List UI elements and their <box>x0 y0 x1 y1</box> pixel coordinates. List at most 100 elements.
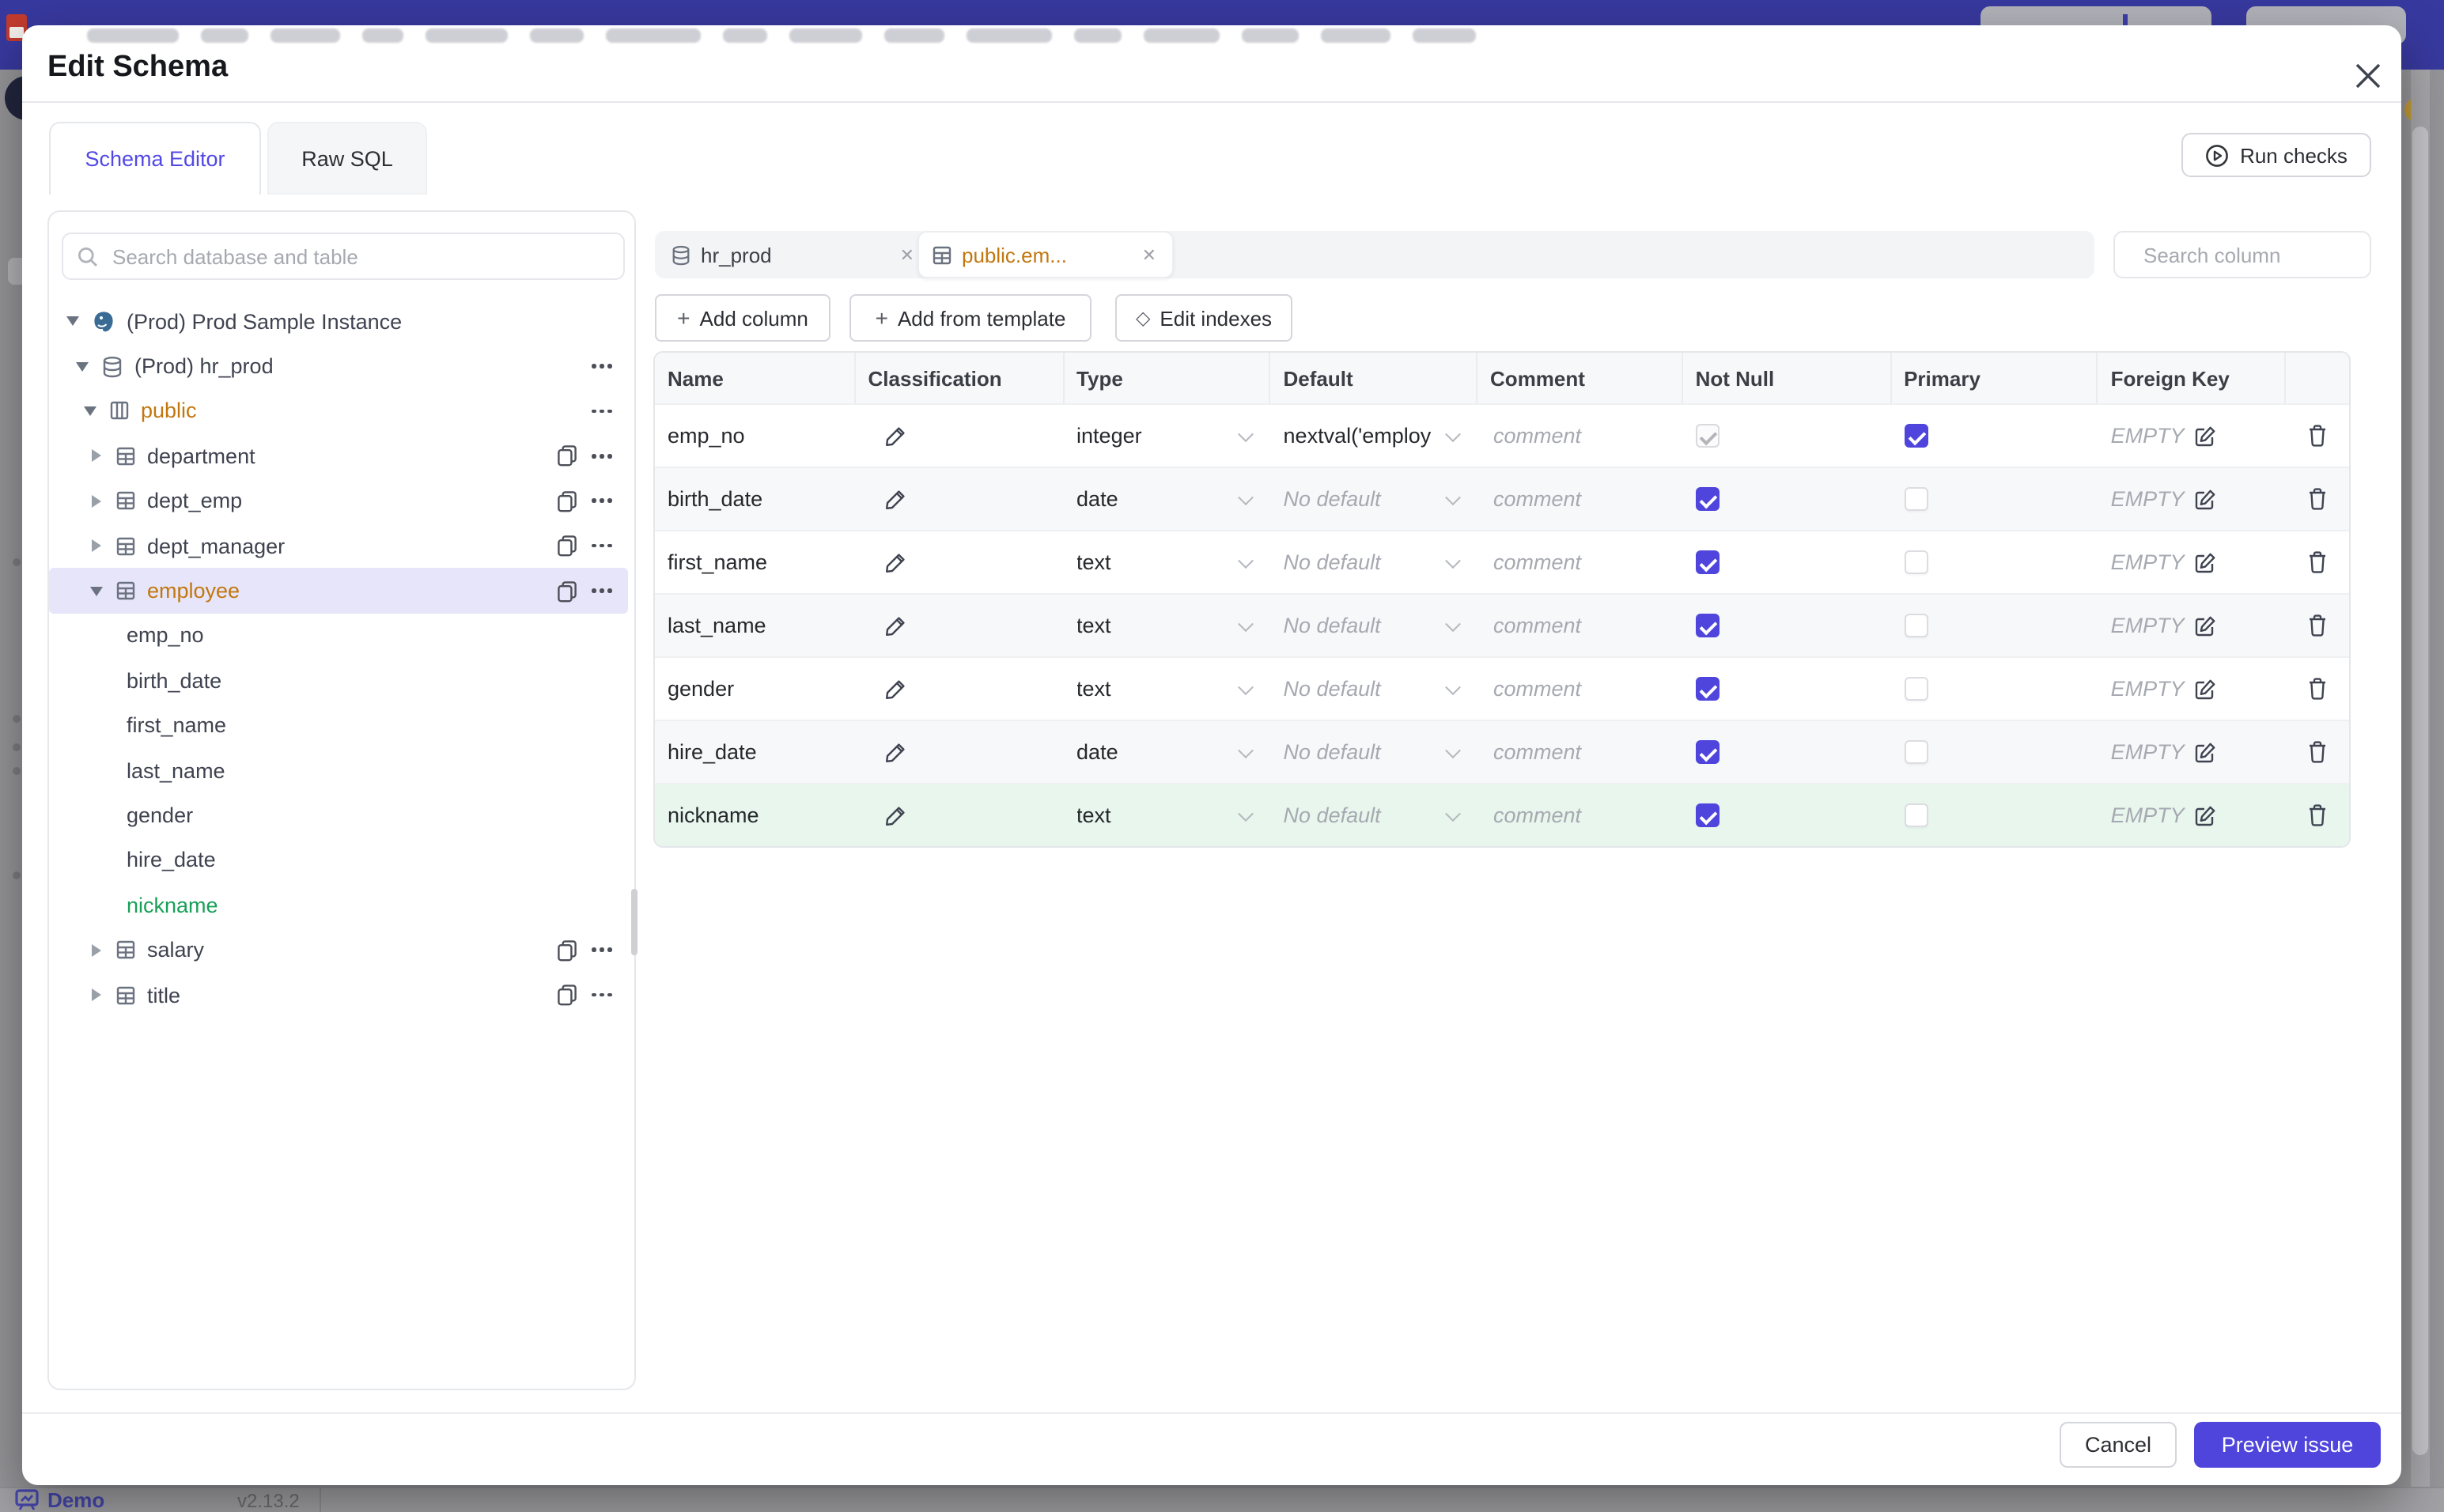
type-select[interactable]: integer <box>1076 424 1271 448</box>
delete-column-icon[interactable] <box>2306 487 2329 511</box>
default-select[interactable]: No default <box>1284 550 1478 574</box>
caret-down-icon[interactable] <box>74 361 90 372</box>
comment-input[interactable] <box>1490 739 1668 765</box>
more-actions-icon[interactable] <box>592 992 612 997</box>
classification-edit-icon[interactable] <box>884 804 906 826</box>
tree-item-column[interactable]: last_name <box>49 748 628 793</box>
caret-down-icon[interactable] <box>65 316 81 327</box>
tree-item-column[interactable]: hire_date <box>49 837 628 883</box>
copy-icon[interactable] <box>557 445 577 467</box>
edit-foreign-key-icon[interactable] <box>2194 614 2216 637</box>
tab-chip-table-active[interactable]: public.em... ✕ <box>917 231 1174 278</box>
not-null-checkbox[interactable] <box>1695 803 1720 827</box>
default-select[interactable]: No default <box>1284 740 1478 764</box>
add-from-template-button[interactable]: + Add from template <box>849 294 1091 342</box>
delete-column-icon[interactable] <box>2306 677 2329 701</box>
edit-foreign-key-icon[interactable] <box>2194 678 2216 700</box>
not-null-checkbox[interactable] <box>1695 740 1720 764</box>
more-actions-icon[interactable] <box>592 947 612 952</box>
caret-right-icon[interactable] <box>89 494 104 508</box>
classification-edit-icon[interactable] <box>884 678 906 700</box>
demo-link[interactable]: Demo <box>47 1488 105 1512</box>
not-null-checkbox[interactable] <box>1695 550 1720 574</box>
more-actions-icon[interactable] <box>592 409 612 414</box>
column-search-box[interactable] <box>2113 231 2401 278</box>
classification-edit-icon[interactable] <box>884 488 906 510</box>
primary-checkbox[interactable] <box>1904 614 1928 637</box>
cancel-button[interactable]: Cancel <box>2060 1422 2177 1468</box>
copy-icon[interactable] <box>557 580 577 602</box>
more-actions-icon[interactable] <box>592 364 612 369</box>
tree-item-table[interactable]: title <box>49 973 628 1018</box>
tab-chip-database[interactable]: hr_prod ✕ <box>655 241 917 268</box>
tree-item-column[interactable]: birth_date <box>49 658 628 703</box>
type-select[interactable]: date <box>1076 487 1271 511</box>
not-null-checkbox[interactable] <box>1695 424 1720 448</box>
tree-item-table[interactable]: dept_manager <box>49 524 628 569</box>
comment-input[interactable] <box>1490 486 1668 512</box>
tree-item-table[interactable]: department <box>49 433 628 478</box>
delete-column-icon[interactable] <box>2306 550 2329 574</box>
not-null-checkbox[interactable] <box>1695 487 1720 511</box>
not-null-checkbox[interactable] <box>1695 614 1720 637</box>
comment-input[interactable] <box>1490 549 1668 576</box>
default-select[interactable]: No default <box>1284 803 1478 827</box>
edit-foreign-key-icon[interactable] <box>2194 551 2216 573</box>
comment-input[interactable] <box>1490 422 1668 449</box>
caret-right-icon[interactable] <box>89 449 104 463</box>
tree-item-column[interactable]: first_name <box>49 703 628 748</box>
primary-checkbox[interactable] <box>1904 424 1928 448</box>
primary-checkbox[interactable] <box>1904 803 1928 827</box>
copy-icon[interactable] <box>557 984 577 1006</box>
type-select[interactable]: text <box>1076 550 1271 574</box>
tree-item-column[interactable]: emp_no <box>49 613 628 658</box>
type-select[interactable]: date <box>1076 740 1271 764</box>
type-select[interactable]: text <box>1076 803 1271 827</box>
copy-icon[interactable] <box>557 939 577 961</box>
delete-column-icon[interactable] <box>2306 740 2329 764</box>
edit-foreign-key-icon[interactable] <box>2194 741 2216 763</box>
classification-edit-icon[interactable] <box>884 741 906 763</box>
tree-item-column-nickname[interactable]: nickname <box>49 883 628 928</box>
primary-checkbox[interactable] <box>1904 740 1928 764</box>
comment-input[interactable] <box>1490 675 1668 702</box>
edit-indexes-button[interactable]: ◇ Edit indexes <box>1115 294 1292 342</box>
tree-item-column[interactable]: gender <box>49 793 628 838</box>
tree-item-table-employee[interactable]: employee <box>49 568 628 614</box>
edit-foreign-key-icon[interactable] <box>2194 488 2216 510</box>
type-select[interactable]: text <box>1076 614 1271 637</box>
delete-column-icon[interactable] <box>2306 424 2329 448</box>
more-actions-icon[interactable] <box>592 454 612 459</box>
edit-foreign-key-icon[interactable] <box>2194 804 2216 826</box>
default-select[interactable]: No default <box>1284 487 1478 511</box>
caret-down-icon[interactable] <box>82 406 98 416</box>
page-scrollbar-handle[interactable] <box>2412 127 2428 1455</box>
default-select[interactable]: No default <box>1284 614 1478 637</box>
tree-item-database[interactable]: (Prod) hr_prod <box>49 344 628 389</box>
tree-item-table[interactable]: salary <box>49 928 628 973</box>
add-column-button[interactable]: + Add column <box>655 294 830 342</box>
more-actions-icon[interactable] <box>592 498 612 504</box>
tab-schema-editor[interactable]: Schema Editor <box>49 122 261 195</box>
more-actions-icon[interactable] <box>592 588 612 593</box>
copy-icon[interactable] <box>557 535 577 557</box>
tree-item-instance[interactable]: (Prod) Prod Sample Instance <box>49 299 628 344</box>
default-select[interactable]: nextval('employ <box>1284 424 1478 448</box>
type-select[interactable]: text <box>1076 677 1271 701</box>
tree-item-table[interactable]: dept_emp <box>49 478 628 524</box>
classification-edit-icon[interactable] <box>884 614 906 637</box>
caret-right-icon[interactable] <box>89 943 104 957</box>
caret-right-icon[interactable] <box>89 539 104 553</box>
primary-checkbox[interactable] <box>1904 677 1928 701</box>
tree-search-box[interactable] <box>62 232 625 280</box>
caret-right-icon[interactable] <box>89 988 104 1002</box>
caret-down-icon[interactable] <box>89 586 104 596</box>
classification-edit-icon[interactable] <box>884 551 906 573</box>
column-search-input[interactable] <box>2140 241 2401 268</box>
comment-input[interactable] <box>1490 612 1668 639</box>
primary-checkbox[interactable] <box>1904 550 1928 574</box>
classification-edit-icon[interactable] <box>884 425 906 447</box>
default-select[interactable]: No default <box>1284 677 1478 701</box>
close-tab-icon[interactable]: ✕ <box>1141 246 1156 265</box>
edit-foreign-key-icon[interactable] <box>2194 425 2216 447</box>
